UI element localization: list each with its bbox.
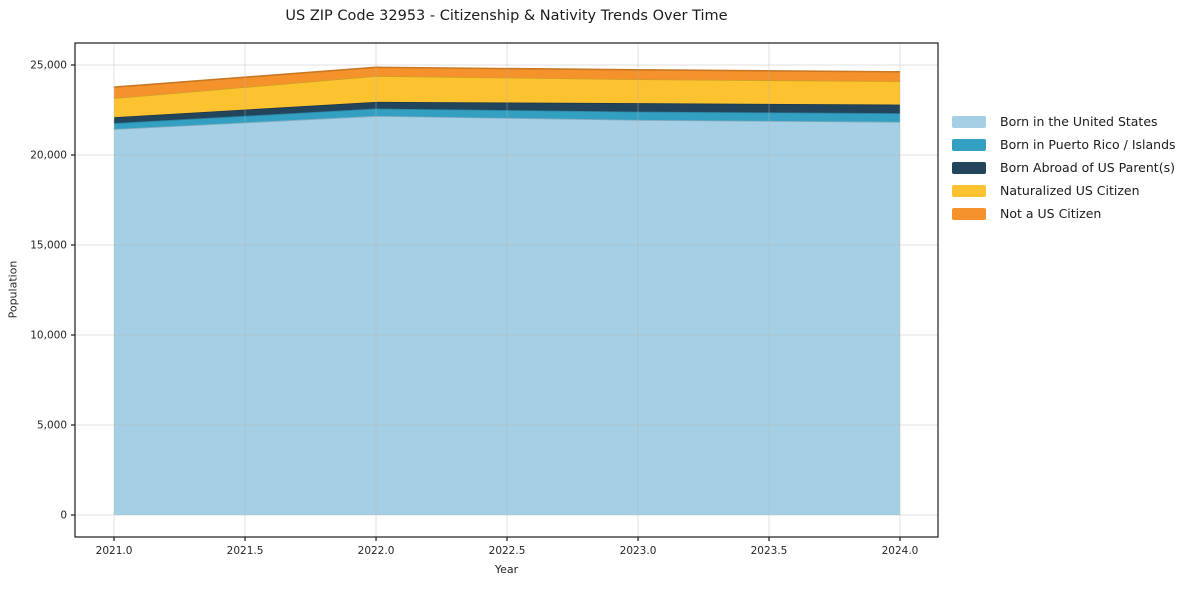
legend-label: Born in Puerto Rico / Islands xyxy=(1000,137,1176,152)
legend-label: Not a US Citizen xyxy=(1000,206,1102,221)
y-tick-label: 10,000 xyxy=(30,330,67,342)
x-tick-label: 2024.0 xyxy=(882,545,919,557)
area-born-abroad-of-us-parent-s xyxy=(114,101,901,124)
legend-item-born-in-the-united-states: Born in the United States xyxy=(952,110,1176,133)
chart-title: US ZIP Code 32953 - Citizenship & Nativi… xyxy=(285,8,728,24)
legend-label: Born Abroad of US Parent(s) xyxy=(1000,160,1175,175)
x-tick-label: 2021.5 xyxy=(227,545,264,557)
x-tick-label: 2023.5 xyxy=(751,545,788,557)
x-tick-label: 2023.0 xyxy=(620,545,657,557)
legend-item-born-abroad-of-us-parent-s: Born Abroad of US Parent(s) xyxy=(952,156,1176,179)
y-tick-label: 5,000 xyxy=(37,420,67,432)
legend: Born in the United States Born in Puerto … xyxy=(952,110,1176,225)
y-tick-label: 25,000 xyxy=(30,59,67,71)
y-axis-label: Population xyxy=(6,260,20,319)
area-naturalized-us-citizen xyxy=(114,75,901,118)
x-axis-label: Year xyxy=(494,563,519,576)
legend-swatch-icon xyxy=(952,115,986,128)
x-tick-label: 2022.5 xyxy=(489,545,526,557)
legend-item-born-in-puerto-rico-islands: Born in Puerto Rico / Islands xyxy=(952,133,1176,156)
legend-swatch-icon xyxy=(952,138,986,151)
legend-swatch-icon xyxy=(952,184,986,197)
legend-item-naturalized-us-citizen: Naturalized US Citizen xyxy=(952,179,1176,202)
legend-swatch-icon xyxy=(952,207,986,220)
y-tick-label: 15,000 xyxy=(30,239,67,251)
area-edge-not-a-us-citizen xyxy=(113,66,901,88)
y-tick-label: 20,000 xyxy=(30,149,67,161)
area-born-in-the-united-states xyxy=(114,115,901,516)
y-tick-label: 0 xyxy=(60,510,67,522)
area-born-in-puerto-rico-islands xyxy=(114,108,901,130)
area-not-a-us-citizen xyxy=(114,67,901,99)
legend-item-not-a-us-citizen: Not a US Citizen xyxy=(952,202,1176,225)
x-tick-label: 2021.0 xyxy=(96,545,133,557)
legend-swatch-icon xyxy=(952,161,986,174)
x-tick-label: 2022.0 xyxy=(358,545,395,557)
legend-label: Naturalized US Citizen xyxy=(1000,183,1140,198)
legend-label: Born in the United States xyxy=(1000,114,1158,129)
